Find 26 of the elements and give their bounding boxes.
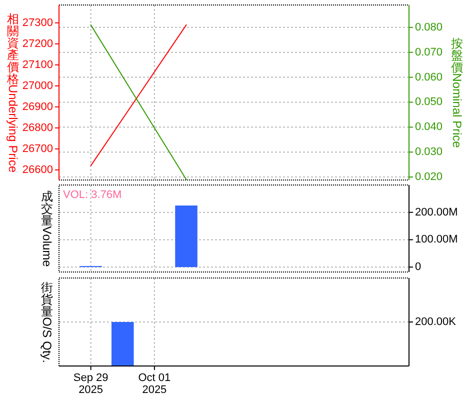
y-tick-label: 200.00K bbox=[415, 316, 457, 328]
x-tick-label: Sep 29 2025 bbox=[73, 372, 108, 396]
text: 成交量Volume bbox=[40, 190, 54, 267]
annotation: VOL: 3.76M bbox=[63, 189, 122, 201]
y-tick-label: 26600 bbox=[22, 164, 53, 176]
y-tick-label: 200.00M bbox=[415, 206, 458, 218]
y2-tick-label: 0.060 bbox=[415, 71, 443, 84]
y-tick-label: 26800 bbox=[22, 122, 53, 134]
y-tick-label: 27300 bbox=[22, 16, 53, 29]
y2-tick-label: 0.050 bbox=[415, 96, 443, 108]
y-tick-label: 26900 bbox=[22, 100, 53, 113]
y2-tick-label: 0.020 bbox=[415, 171, 443, 184]
text: 相關資產價格Underlying Price bbox=[6, 12, 20, 173]
y2-tick-label: 0.080 bbox=[415, 21, 443, 34]
y-tick-label: 27100 bbox=[22, 58, 53, 71]
y2-tick-label: 0.030 bbox=[415, 146, 443, 158]
x-tick-label: Oct 01 2025 bbox=[138, 372, 171, 396]
text: 街貨量O/S Qty. bbox=[40, 280, 54, 364]
y-tick-label: 27000 bbox=[22, 80, 53, 92]
y2-tick-label: 0.070 bbox=[415, 46, 443, 58]
y-tick-label: 0 bbox=[415, 261, 422, 274]
y-tick-label: 27200 bbox=[22, 38, 53, 50]
y2-tick-label: 0.040 bbox=[415, 121, 443, 134]
y-tick-label: 26700 bbox=[22, 142, 53, 155]
y-tick-label: 100.00M bbox=[415, 234, 458, 246]
text: 按盤價Nominal Price bbox=[450, 36, 464, 148]
